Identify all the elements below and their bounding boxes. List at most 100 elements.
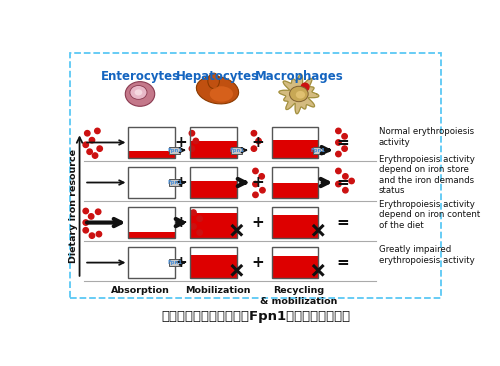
Text: +: +	[252, 255, 264, 270]
Bar	[190, 181, 237, 198]
Text: +: +	[174, 135, 186, 150]
Bar	[190, 247, 237, 278]
Bar	[128, 207, 175, 238]
Bar	[272, 140, 318, 158]
Bar	[190, 127, 237, 158]
Circle shape	[88, 214, 94, 219]
Circle shape	[301, 83, 309, 91]
Circle shape	[92, 153, 98, 158]
Ellipse shape	[196, 76, 238, 104]
Circle shape	[253, 182, 258, 187]
Text: Erythropoiesis activity
depend on iron content
of the diet: Erythropoiesis activity depend on iron c…	[378, 200, 480, 230]
Circle shape	[96, 209, 101, 214]
Bar	[272, 167, 318, 198]
Circle shape	[260, 187, 265, 193]
Ellipse shape	[210, 86, 233, 102]
Circle shape	[342, 146, 347, 151]
Bar	[190, 127, 237, 158]
Bar	[190, 247, 237, 278]
Text: =: =	[336, 175, 349, 190]
Bar	[190, 167, 237, 198]
Bar	[128, 127, 175, 158]
Circle shape	[253, 168, 258, 173]
Ellipse shape	[296, 91, 305, 98]
Circle shape	[96, 231, 102, 237]
Circle shape	[256, 138, 262, 143]
Text: Fpn1: Fpn1	[311, 147, 326, 153]
Ellipse shape	[290, 86, 308, 102]
Circle shape	[83, 208, 88, 214]
Text: +: +	[174, 175, 186, 190]
Bar	[272, 167, 318, 198]
Text: Fpn1: Fpn1	[230, 147, 244, 153]
Bar	[190, 255, 237, 278]
Circle shape	[349, 178, 354, 184]
Circle shape	[189, 146, 194, 151]
Bar	[272, 257, 318, 278]
Bar	[170, 147, 180, 154]
Circle shape	[83, 142, 88, 147]
Bar	[272, 207, 318, 238]
Circle shape	[336, 168, 341, 173]
Bar	[190, 167, 237, 198]
Bar	[190, 207, 237, 238]
Circle shape	[336, 128, 341, 134]
Circle shape	[197, 216, 202, 221]
Text: Absorption: Absorption	[110, 287, 170, 295]
Ellipse shape	[126, 82, 154, 106]
Circle shape	[259, 173, 264, 179]
Circle shape	[342, 187, 348, 193]
Ellipse shape	[130, 86, 147, 99]
Text: Fpn1: Fpn1	[168, 147, 182, 153]
Circle shape	[83, 220, 88, 225]
Text: +: +	[174, 255, 186, 270]
Bar	[190, 207, 237, 238]
Bar	[272, 215, 318, 238]
Circle shape	[342, 134, 347, 139]
Text: Normal erythropoiesis
activity: Normal erythropoiesis activity	[378, 127, 474, 147]
Text: Dietary iron resource: Dietary iron resource	[69, 149, 78, 263]
Text: =: =	[336, 215, 349, 230]
Text: Erythropoiesis activity
depend on iron store
and the iron demands
status: Erythropoiesis activity depend on iron s…	[378, 155, 474, 195]
Text: Fpn1: Fpn1	[168, 260, 182, 265]
Bar	[313, 147, 324, 154]
Bar	[128, 127, 175, 158]
Text: +: +	[252, 175, 264, 190]
Bar	[128, 151, 175, 158]
Text: Enterocytes: Enterocytes	[100, 70, 180, 83]
Bar	[272, 207, 318, 238]
Text: +: +	[174, 215, 186, 230]
Bar	[272, 247, 318, 278]
Circle shape	[84, 131, 90, 136]
Bar	[190, 141, 237, 158]
Circle shape	[251, 146, 256, 151]
Text: Hepatocytes: Hepatocytes	[176, 70, 259, 83]
Circle shape	[336, 140, 341, 145]
Circle shape	[97, 146, 102, 151]
Circle shape	[89, 138, 94, 143]
Circle shape	[87, 149, 92, 154]
Ellipse shape	[208, 73, 220, 89]
Text: +: +	[252, 135, 264, 150]
Polygon shape	[279, 74, 319, 114]
Bar	[170, 259, 180, 266]
Circle shape	[191, 210, 196, 215]
Bar	[272, 127, 318, 158]
Text: Greatly impaired
erythropoiesis activity: Greatly impaired erythropoiesis activity	[378, 245, 474, 265]
Bar	[128, 167, 175, 198]
FancyBboxPatch shape	[70, 53, 440, 298]
Circle shape	[189, 131, 194, 136]
Circle shape	[336, 151, 341, 157]
Circle shape	[89, 233, 94, 238]
Bar	[128, 247, 175, 278]
Bar	[128, 167, 175, 198]
Circle shape	[197, 230, 202, 235]
Circle shape	[342, 173, 348, 179]
Circle shape	[251, 131, 256, 136]
Circle shape	[193, 138, 198, 143]
Text: Recycling
& mobilization: Recycling & mobilization	[260, 287, 338, 306]
Circle shape	[336, 182, 341, 187]
Bar	[170, 179, 180, 186]
Bar	[128, 207, 175, 238]
Text: +: +	[252, 215, 264, 230]
